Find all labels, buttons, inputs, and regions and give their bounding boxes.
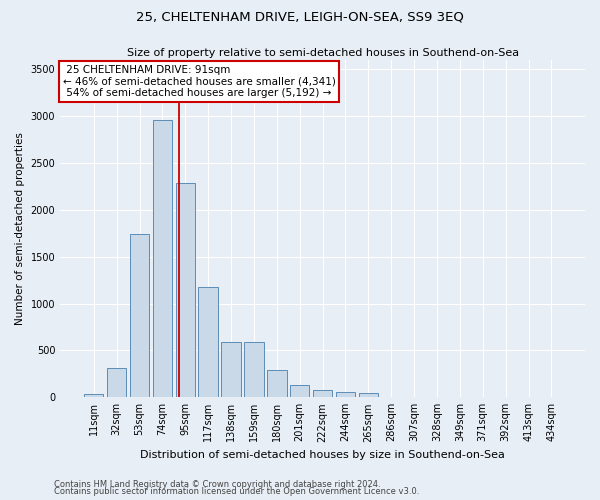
- Bar: [84, 394, 103, 398]
- Bar: [267, 370, 287, 398]
- Bar: [359, 392, 378, 398]
- Bar: [107, 368, 127, 398]
- Title: Size of property relative to semi-detached houses in Southend-on-Sea: Size of property relative to semi-detach…: [127, 48, 518, 58]
- Bar: [244, 342, 263, 398]
- X-axis label: Distribution of semi-detached houses by size in Southend-on-Sea: Distribution of semi-detached houses by …: [140, 450, 505, 460]
- Text: Contains public sector information licensed under the Open Government Licence v3: Contains public sector information licen…: [54, 487, 419, 496]
- Bar: [130, 234, 149, 398]
- Y-axis label: Number of semi-detached properties: Number of semi-detached properties: [15, 132, 25, 325]
- Text: Contains HM Land Registry data © Crown copyright and database right 2024.: Contains HM Land Registry data © Crown c…: [54, 480, 380, 489]
- Bar: [199, 287, 218, 398]
- Bar: [176, 184, 195, 398]
- Bar: [221, 342, 241, 398]
- Bar: [152, 120, 172, 398]
- Bar: [290, 385, 310, 398]
- Bar: [336, 392, 355, 398]
- Bar: [313, 390, 332, 398]
- Text: 25, CHELTENHAM DRIVE, LEIGH-ON-SEA, SS9 3EQ: 25, CHELTENHAM DRIVE, LEIGH-ON-SEA, SS9 …: [136, 11, 464, 24]
- Text: 25 CHELTENHAM DRIVE: 91sqm
← 46% of semi-detached houses are smaller (4,341)
 54: 25 CHELTENHAM DRIVE: 91sqm ← 46% of semi…: [63, 64, 335, 98]
